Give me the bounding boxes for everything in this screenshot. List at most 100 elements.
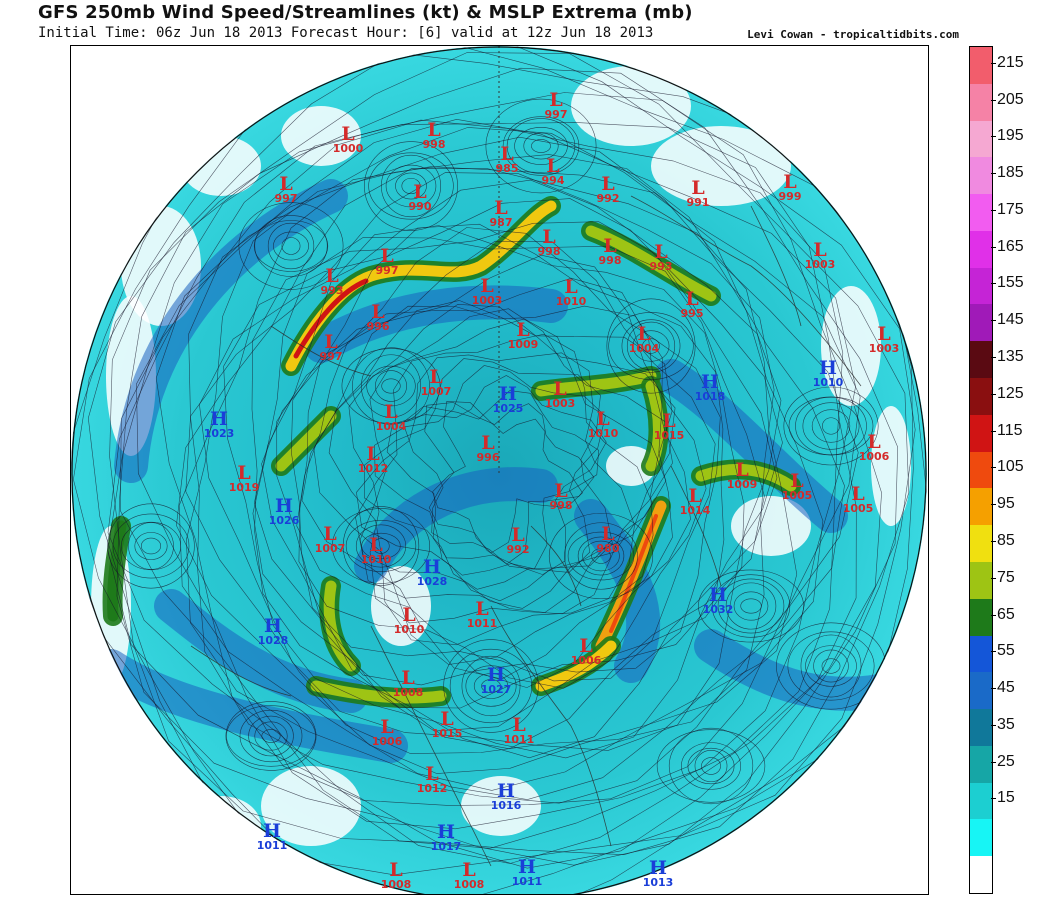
low-pressure-center: L 998 xyxy=(423,121,446,151)
colorbar-tick-label: 95 xyxy=(997,495,1015,513)
pressure-center-letter: L xyxy=(369,534,383,556)
streamline-swirl xyxy=(443,639,539,733)
streamline-swirl xyxy=(548,512,654,600)
pressure-center-letter: L xyxy=(546,155,560,177)
pressure-center-letter: L xyxy=(691,177,705,199)
colorbar-tick xyxy=(991,724,996,726)
colorbar-tick xyxy=(991,283,996,285)
streamline xyxy=(359,318,667,613)
colorbar-tick-label: 115 xyxy=(997,421,1023,439)
coastlines xyxy=(190,195,862,867)
coastline xyxy=(490,605,612,847)
colorbar-swatch xyxy=(970,745,992,784)
pressure-center-letter: H xyxy=(263,820,281,842)
streamline-swirl xyxy=(606,298,696,394)
high-pressure-center: H 1026 xyxy=(269,497,300,527)
low-pressure-center: L 1015 xyxy=(654,412,685,442)
jet-max xyxy=(293,278,369,359)
streamline-swirl xyxy=(366,365,416,407)
pressure-center-value: 993 xyxy=(320,284,344,297)
pressure-center-letter: H xyxy=(499,383,517,405)
coastline xyxy=(270,325,372,377)
colorbar-tick xyxy=(991,393,996,395)
low-pressure-center: L 998 xyxy=(550,482,573,512)
jet-core xyxy=(310,680,447,704)
colorbar xyxy=(969,46,993,894)
pressure-center-value: 1012 xyxy=(357,462,389,475)
moderate-wind-band xyxy=(94,649,408,763)
streamline-swirl xyxy=(698,569,804,643)
streamline xyxy=(424,402,595,565)
streamline xyxy=(73,46,914,894)
pressure-center-value: 998 xyxy=(422,138,446,151)
pressure-center-letter: H xyxy=(437,821,455,843)
pressure-center-letter: L xyxy=(384,401,398,423)
high-pressure-center: H 1013 xyxy=(643,859,674,889)
pressure-center-value: 1011 xyxy=(256,839,288,852)
streamline-swirl xyxy=(225,701,317,771)
pressure-center-value: 1010 xyxy=(812,376,844,389)
low-pressure-center: L 1014 xyxy=(680,487,711,517)
streamline xyxy=(355,333,653,609)
pressure-center-letter: L xyxy=(512,714,526,736)
pressure-center-value: 1004 xyxy=(375,420,407,433)
colorbar-tick-label: 25 xyxy=(997,752,1015,770)
colorbar-tick xyxy=(991,688,996,690)
high-pressure-center: H 1032 xyxy=(703,586,734,616)
pressure-center-value: 997 xyxy=(274,192,298,205)
streamline-swirl xyxy=(381,378,401,394)
streamline-swirl xyxy=(788,396,874,456)
pressure-center-letter: L xyxy=(783,171,797,193)
streamline-swirl xyxy=(140,537,162,555)
low-pressure-center: L 997 xyxy=(275,175,298,205)
calm-area xyxy=(606,446,656,486)
streamlines xyxy=(71,46,927,894)
colorbar-tick-label: 155 xyxy=(997,274,1024,292)
streamline-swirl xyxy=(523,132,559,160)
pressure-center-value: 1015 xyxy=(431,727,463,740)
pressure-center-value: 1026 xyxy=(268,514,300,527)
colorbar-tick xyxy=(991,320,996,322)
jet-core xyxy=(535,640,617,692)
streamline xyxy=(253,225,745,732)
streamline xyxy=(432,401,583,554)
streamline-swirl xyxy=(248,715,294,757)
pressure-center-letter: L xyxy=(427,119,441,141)
colorbar-swatch xyxy=(970,414,992,453)
streamline-swirl xyxy=(531,139,551,153)
low-pressure-center: L 1008 xyxy=(393,669,424,699)
coastline xyxy=(750,205,802,327)
pressure-center-letter: L xyxy=(542,226,556,248)
pressure-center-value: 985 xyxy=(495,162,519,175)
streamline-swirl xyxy=(395,172,427,200)
low-pressure-center: L 1012 xyxy=(417,765,448,795)
pressure-center-value: 991 xyxy=(686,196,710,209)
colorbar-swatch xyxy=(970,672,992,710)
pressure-center-letter: L xyxy=(429,366,443,388)
streamline-swirl xyxy=(694,749,728,783)
streamline-swirl xyxy=(253,220,329,272)
pressure-center-letter: L xyxy=(813,239,827,261)
streamline-swirl xyxy=(680,742,742,790)
streamline-swirl xyxy=(364,141,458,231)
streamline-swirl xyxy=(642,338,660,354)
pressure-center-value: 1009 xyxy=(507,338,539,351)
pressure-center-value: 1016 xyxy=(490,799,522,812)
colorbar-tick xyxy=(991,761,996,763)
pressure-center-letter: L xyxy=(425,763,439,785)
pressure-center-value: 987 xyxy=(489,216,513,229)
pressure-center-value: 995 xyxy=(680,307,704,320)
jet-core xyxy=(645,380,664,472)
colorbar-tick xyxy=(991,614,996,616)
pressure-center-value: 1014 xyxy=(679,504,711,517)
colorbar-tick xyxy=(991,173,996,175)
pressure-center-value: 1007 xyxy=(420,385,452,398)
streamline xyxy=(199,179,782,751)
pressure-center-letter: L xyxy=(601,523,615,545)
colorbar-tick xyxy=(991,651,996,653)
pressure-center-letter: H xyxy=(709,584,727,606)
colorbar-tick xyxy=(991,577,996,579)
streamline-swirl xyxy=(345,520,417,572)
low-pressure-center: L 995 xyxy=(681,290,704,320)
streamline-swirl xyxy=(261,729,281,743)
